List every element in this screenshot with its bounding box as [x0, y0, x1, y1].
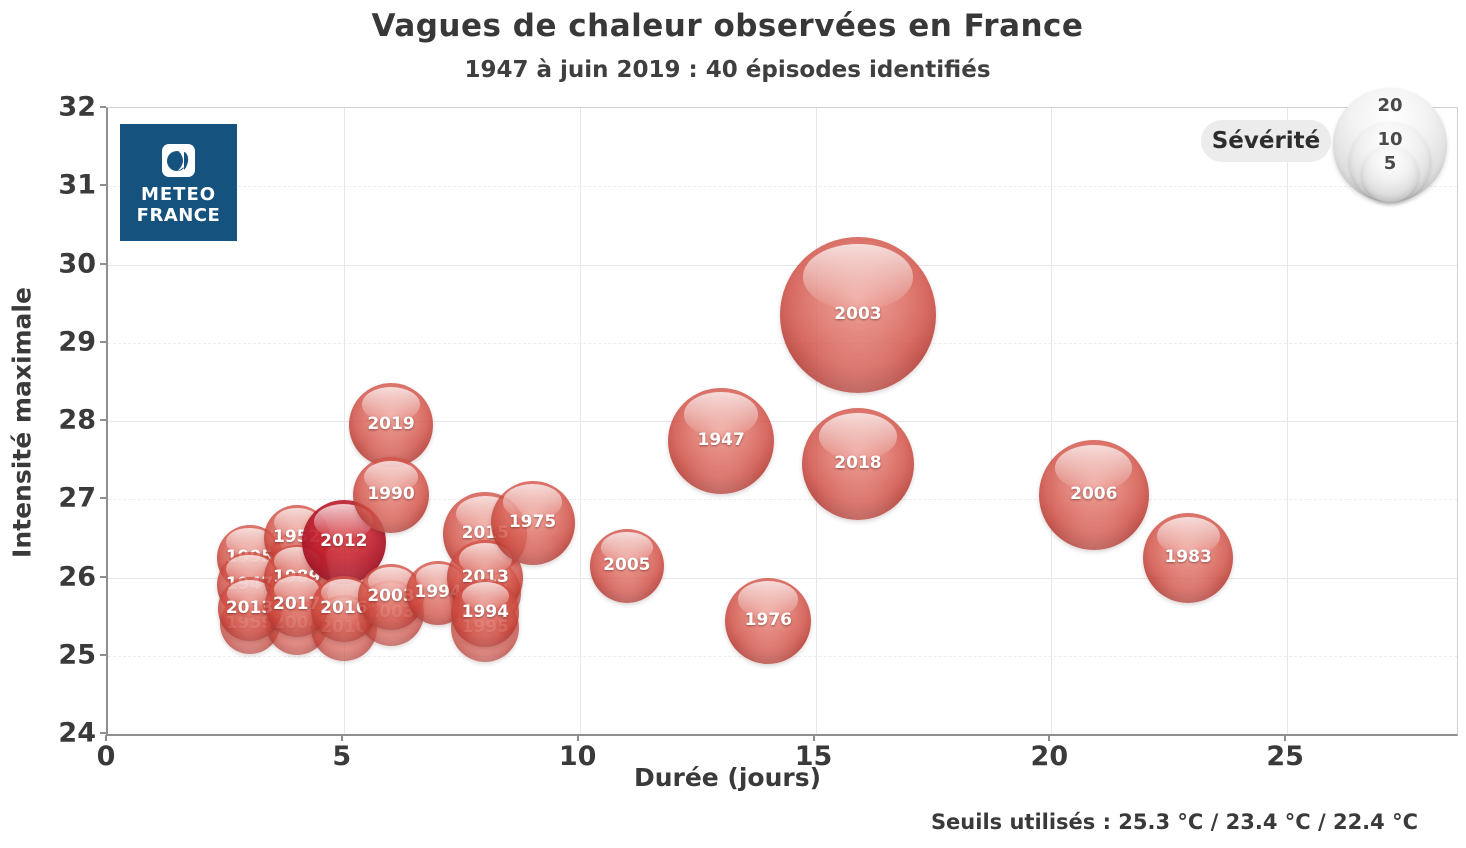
bubble-year-label: 2017	[272, 594, 321, 615]
x-tickmark-0	[105, 735, 107, 741]
gridline-x-20	[1051, 108, 1053, 734]
y-tickmark-24	[100, 732, 106, 734]
gridline-y-30	[108, 264, 1457, 266]
bubble-year-label: 2006	[1070, 484, 1118, 505]
plot-area: 1964195920042010200320151995199519472013…	[106, 107, 1458, 736]
bubble-year-label: 2019	[367, 414, 415, 435]
meteo-france-emblem-icon	[162, 144, 195, 177]
bubble-year-label: 2013	[225, 597, 274, 618]
gridline-x-5	[343, 108, 345, 734]
gridline-x-15	[815, 108, 817, 734]
y-tick-label-32: 32	[58, 91, 96, 123]
bubble-1976: 1976	[725, 577, 812, 664]
bubble-1947: 1947	[668, 387, 775, 494]
bubble-2006: 2006	[1038, 440, 1149, 551]
legend-size-circle-5	[1362, 146, 1418, 202]
bubble-year-label: 2018	[834, 453, 882, 474]
x-tickmark-15	[812, 735, 815, 741]
x-tick-label-10: 10	[558, 741, 597, 772]
gridline-x-25	[1287, 108, 1289, 734]
y-tick-label-29: 29	[58, 326, 96, 358]
legend-size-value-20: 20	[1377, 95, 1403, 116]
y-tick-label-30: 30	[58, 248, 96, 279]
bubble-year-label: 2016	[320, 597, 368, 618]
bubble-year-label: 1947	[697, 429, 745, 450]
severity-legend-circles: 20 10 5	[1332, 82, 1448, 202]
x-axis-title: Durée (jours)	[633, 763, 822, 792]
bubble-year-label: 2003	[367, 586, 415, 607]
x-tickmark-20	[1048, 735, 1051, 741]
y-tick-label-27: 27	[58, 482, 96, 514]
bubble-2019: 2019	[349, 382, 433, 467]
y-tick-label-28: 28	[58, 404, 96, 436]
bubble-2003: 2003	[779, 237, 936, 394]
y-tickmark-26	[100, 575, 106, 578]
logo-text-meteo: METEO	[140, 184, 217, 205]
bubble-year-label: 2005	[603, 554, 651, 575]
severity-legend-label: Sévérité	[1201, 120, 1331, 162]
bubble-2018: 2018	[801, 408, 914, 521]
bubble-year-label: 2003	[834, 304, 882, 325]
y-tickmark-32	[100, 106, 106, 108]
bubble-1983: 1983	[1143, 512, 1234, 603]
legend-size-value-5: 5	[1383, 153, 1397, 174]
y-tickmark-28	[100, 419, 106, 421]
y-tick-label-26: 26	[58, 561, 96, 592]
x-tick-label-15: 15	[794, 741, 833, 772]
legend-size-value-10: 10	[1377, 129, 1403, 150]
gridline-y-27	[108, 499, 1457, 501]
x-tickmark-5	[340, 735, 343, 741]
gridline-y-26	[108, 577, 1457, 579]
x-tick-label-0: 0	[96, 741, 116, 772]
gridline-y-29	[108, 342, 1457, 344]
thresholds-footnote: Seuils utilisés : 25.3 °C / 23.4 °C / 22…	[930, 810, 1418, 834]
x-tick-label-5: 5	[332, 741, 352, 772]
y-tickmark-30	[100, 262, 106, 265]
bubble-year-label: 1994	[461, 601, 509, 622]
y-tick-label-31: 31	[58, 169, 96, 201]
bubble-year-label: 1976	[744, 609, 792, 630]
bubble-1990: 1990	[353, 457, 429, 534]
y-tick-label-25: 25	[58, 639, 96, 671]
meteo-france-logo: METEO FRANCE	[120, 124, 237, 241]
y-tickmark-25	[100, 653, 106, 656]
gridline-y-28	[108, 421, 1457, 422]
gridline-x-10	[579, 108, 581, 734]
gridline-y-31	[108, 186, 1457, 188]
logo-text-france: FRANCE	[136, 205, 221, 226]
y-tickmark-27	[100, 497, 106, 500]
chart-subtitle: 1947 à juin 2019 : 40 épisodes identifié…	[464, 57, 991, 83]
y-tickmark-31	[100, 184, 106, 187]
bubble-year-label: 1983	[1164, 547, 1212, 568]
x-tick-label-25: 25	[1266, 741, 1304, 772]
y-tick-label-24: 24	[58, 717, 96, 749]
bubble-year-label: 2012	[320, 531, 368, 552]
y-axis-title: Intensité maximale	[7, 287, 37, 558]
bubble-year-label: 1990	[367, 484, 415, 505]
x-tickmark-10	[576, 735, 579, 741]
x-tick-label-20: 20	[1030, 741, 1069, 772]
bubble-year-label: 1975	[508, 511, 557, 532]
y-tickmark-29	[100, 340, 106, 343]
bubble-2005: 2005	[589, 528, 664, 603]
bubble-1975: 1975	[490, 480, 575, 565]
bubble-1994: 1994	[451, 578, 520, 647]
chart-title: Vagues de chaleur observées en France	[371, 8, 1084, 44]
x-tickmark-25	[1284, 735, 1287, 741]
